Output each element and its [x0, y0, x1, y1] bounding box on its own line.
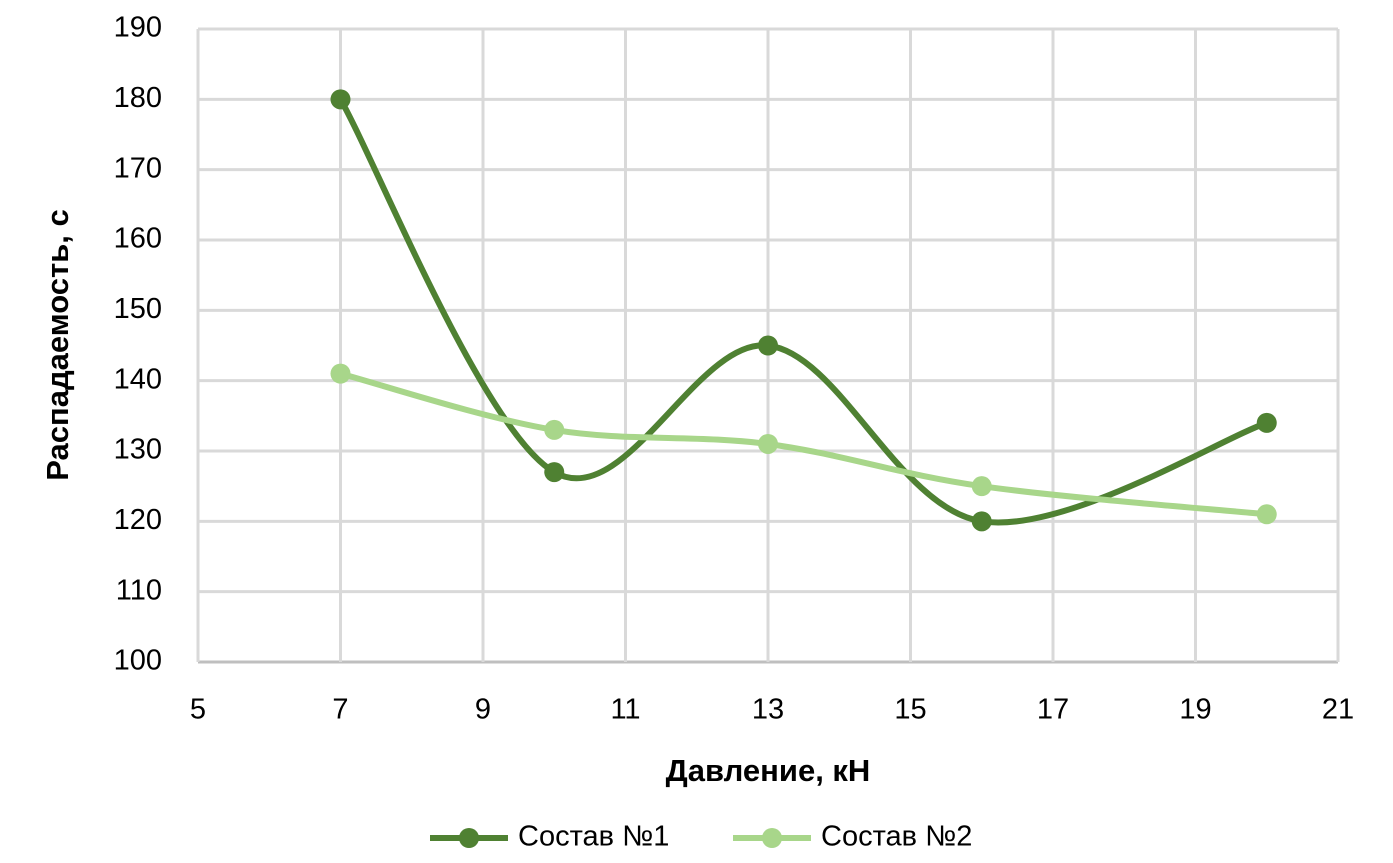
series-line — [337, 97, 1268, 526]
y-tick-label: 170 — [114, 152, 162, 184]
y-tick-label: 130 — [114, 434, 162, 466]
data-point — [330, 89, 351, 110]
y-tick-label: 140 — [114, 363, 162, 395]
y-tick-label: 190 — [114, 12, 162, 44]
legend-marker — [762, 828, 782, 848]
y-tick-label: 160 — [114, 223, 162, 255]
data-point — [544, 419, 565, 440]
data-point — [758, 433, 778, 454]
y-axis-title: Распадаемость, с — [40, 209, 75, 480]
x-tick-label: 21 — [1322, 694, 1354, 726]
x-tick-label: 11 — [610, 694, 640, 726]
legend-marker — [459, 828, 479, 848]
data-point — [330, 363, 351, 384]
x-tick-label: 19 — [1179, 694, 1211, 726]
y-tick-label: 100 — [114, 645, 162, 677]
data-point — [971, 511, 992, 532]
y-tick-label: 120 — [114, 504, 162, 536]
y-tick-label: 180 — [114, 82, 162, 114]
x-tick-label: 5 — [190, 694, 206, 726]
data-point — [544, 462, 565, 483]
x-axis-title: Давление, кН — [666, 753, 871, 788]
data-point — [1256, 504, 1277, 525]
x-tick-label: 13 — [752, 694, 784, 726]
x-tick-label: 7 — [332, 694, 348, 726]
x-tick-label: 9 — [475, 694, 491, 726]
data-point — [1256, 412, 1277, 433]
series-line — [339, 370, 1268, 518]
x-tick-label: 15 — [894, 694, 926, 726]
legend-label: Состав №2 — [821, 821, 972, 853]
y-tick-label: 150 — [114, 293, 162, 325]
data-point — [971, 476, 992, 497]
x-tick-label: 17 — [1037, 694, 1069, 726]
y-tick-label: 110 — [116, 574, 162, 606]
data-point — [758, 335, 778, 356]
legend-label: Состав №1 — [518, 821, 669, 853]
